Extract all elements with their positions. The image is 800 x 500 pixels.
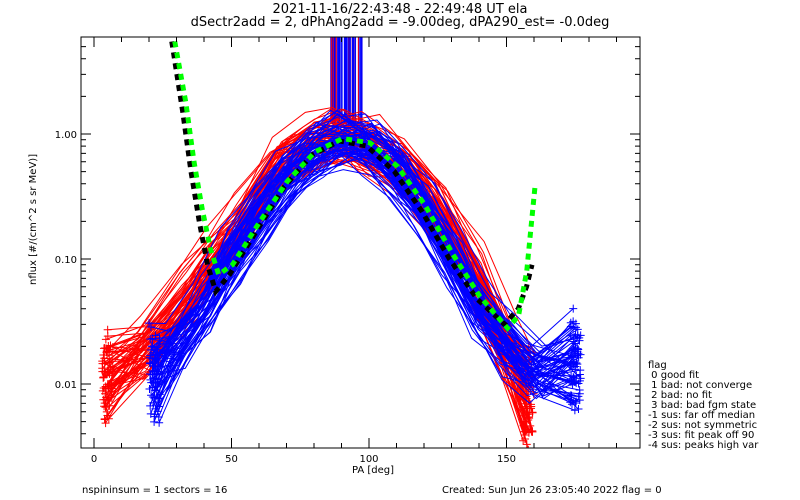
- plus-marker: [149, 361, 158, 370]
- plus-marker: [522, 404, 531, 413]
- plus-marker: [148, 334, 157, 343]
- plus-marker: [101, 419, 110, 428]
- y-tick-label: 1.00: [55, 130, 77, 141]
- legend: flag 0 good fit 1 bad: not converge 2 ba…: [648, 361, 758, 451]
- plus-marker: [145, 319, 154, 328]
- x-tick-label: 50: [225, 454, 238, 465]
- plus-marker: [571, 362, 580, 371]
- plus-marker: [99, 384, 108, 393]
- legend-entry: -2 sus: not symmetric: [648, 420, 758, 431]
- legend-entry: 3 bad: bad fgm state: [648, 400, 757, 411]
- plus-marker: [572, 351, 581, 360]
- plus-marker: [527, 445, 529, 448]
- plus-marker: [576, 374, 585, 383]
- footer-created-info: Created: Sun Jun 26 23:05:40 2022 flag =…: [442, 485, 662, 496]
- spectrum-line-1: [154, 169, 577, 410]
- x-tick-label: 0: [91, 454, 97, 465]
- spectrum-line-0: [107, 108, 529, 364]
- plus-marker: [571, 399, 580, 408]
- plus-marker: [100, 399, 109, 408]
- plus-marker: [147, 342, 156, 351]
- plus-marker: [146, 401, 155, 410]
- plus-marker: [528, 426, 537, 435]
- plus-marker: [99, 344, 108, 353]
- plus-marker: [566, 398, 575, 407]
- plus-marker: [151, 381, 160, 390]
- plus-marker: [575, 336, 584, 345]
- plot-frame: [80, 36, 641, 449]
- legend-entry: 0 good fit: [648, 370, 700, 381]
- plus-marker: [148, 342, 157, 351]
- spectrum-line-1: [159, 123, 582, 383]
- x-tick-label: 100: [359, 454, 378, 465]
- plus-marker: [569, 323, 578, 332]
- plus-marker: [575, 396, 584, 405]
- plus-marker: [101, 395, 110, 404]
- plus-marker: [101, 403, 110, 412]
- plus-marker: [151, 404, 160, 413]
- spectrum-line-1: [154, 128, 577, 387]
- chart-subtitle: dSectr2add = 2, dPhAng2add = -9.00deg, d…: [190, 15, 610, 30]
- spectrum-line-1: [158, 142, 580, 418]
- legend-entry: -1 sus: far off median: [648, 410, 756, 421]
- plus-marker: [102, 402, 111, 411]
- plus-marker: [145, 384, 154, 393]
- y-tick-label: 0.10: [55, 255, 77, 266]
- plus-marker: [153, 345, 162, 354]
- plus-marker: [520, 411, 529, 420]
- plus-marker: [103, 359, 112, 368]
- plus-marker: [104, 414, 113, 423]
- plus-marker: [528, 408, 537, 417]
- plus-marker: [150, 394, 159, 403]
- legend-entry: -3 sus: fit peak off 90: [648, 430, 755, 441]
- spectrum-line-1: [156, 128, 578, 375]
- plus-marker: [574, 392, 583, 401]
- footer-spin-info: nspininsum = 1 sectors = 16: [82, 485, 228, 496]
- spectrum-line-1: [152, 137, 575, 402]
- plus-marker: [524, 428, 533, 437]
- plus-marker: [576, 366, 585, 375]
- plus-marker: [106, 388, 115, 397]
- plus-marker: [101, 335, 110, 344]
- plus-marker: [99, 373, 108, 382]
- y-tick-label: 0.01: [55, 380, 77, 391]
- plus-marker: [150, 412, 159, 421]
- plus-marker: [567, 400, 576, 409]
- plus-marker: [146, 335, 155, 344]
- black-fit-line: [169, 41, 535, 328]
- plus-marker: [106, 380, 115, 389]
- legend-entry: 1 bad: not converge: [648, 380, 753, 391]
- legend-entry: -4 sus: peaks high var: [648, 440, 759, 451]
- y-axis-label: nflux [#/(cm^2 s sr MeV)]: [28, 153, 39, 285]
- plus-marker: [570, 406, 579, 415]
- plus-marker: [146, 323, 155, 332]
- chart-title: 2021-11-16/22:43:48 - 22:49:48 UT ela: [272, 2, 528, 17]
- plus-marker: [103, 367, 112, 376]
- plus-marker: [98, 357, 107, 366]
- plus-marker: [571, 378, 580, 387]
- plus-marker: [570, 333, 579, 342]
- plus-marker: [569, 337, 578, 346]
- plus-marker: [566, 331, 575, 340]
- plus-marker: [574, 404, 583, 413]
- plus-marker: [569, 304, 578, 313]
- plus-marker: [570, 345, 579, 354]
- plus-marker: [145, 353, 154, 362]
- plus-marker: [572, 397, 581, 406]
- spectrum-line-1: [149, 155, 571, 403]
- legend-title: flag: [648, 360, 667, 371]
- plus-marker: [100, 415, 109, 424]
- plus-marker: [103, 325, 112, 334]
- plus-marker: [569, 373, 578, 382]
- green-fit-line: [172, 41, 538, 332]
- plus-marker: [574, 379, 583, 388]
- plus-marker: [521, 427, 530, 436]
- legend-entry: 2 bad: no fit: [648, 390, 712, 401]
- x-tick-label: 150: [497, 454, 516, 465]
- x-axis-label: PA [deg]: [352, 465, 395, 476]
